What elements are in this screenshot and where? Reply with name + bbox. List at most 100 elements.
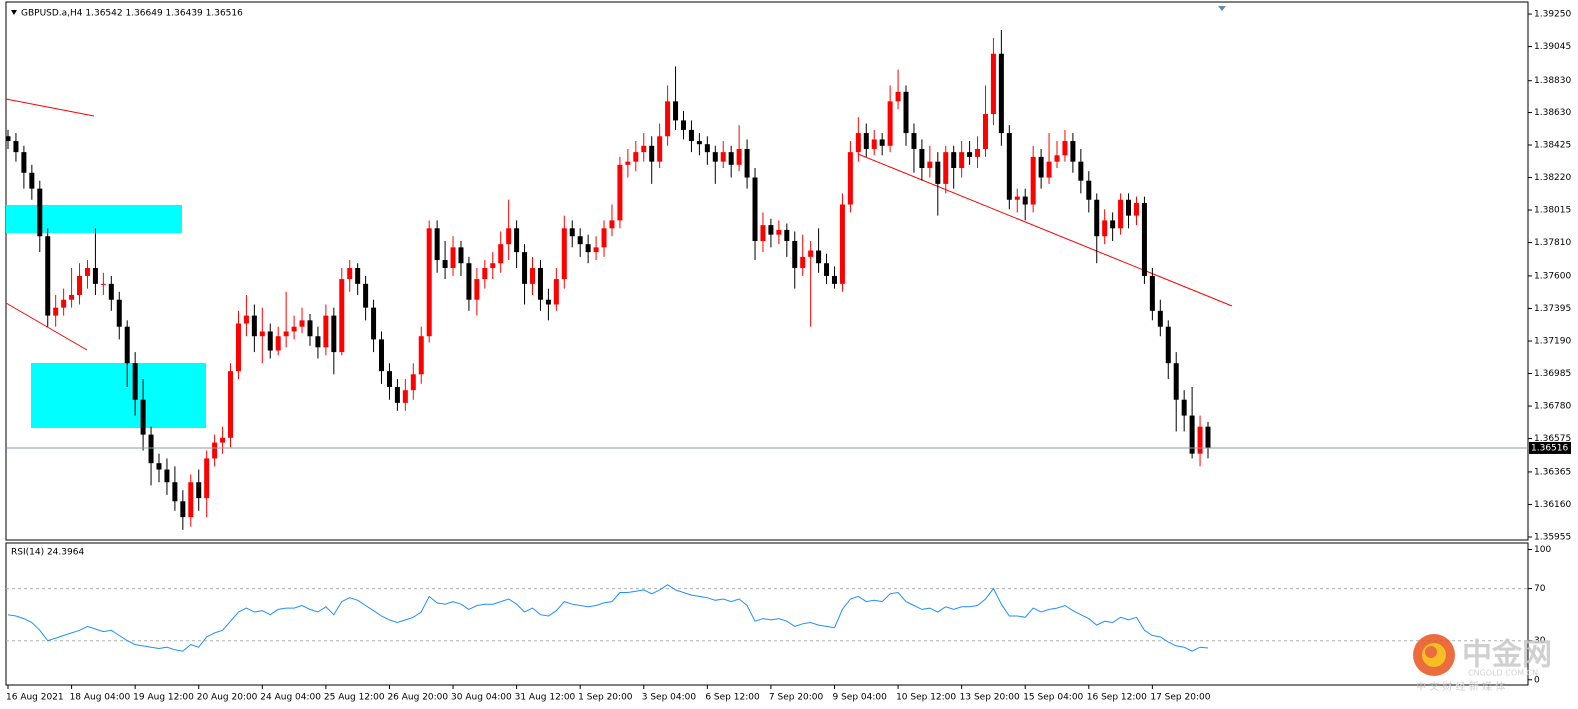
- candle-body: [434, 228, 440, 261]
- y-tick-label: 1.36780: [1534, 402, 1571, 412]
- x-tick-label: 16 Sep 12:00: [1087, 693, 1147, 703]
- candle-body: [522, 252, 528, 284]
- rsi-line: [7, 584, 1209, 652]
- candle-body: [792, 241, 798, 268]
- candle-body: [1014, 196, 1020, 200]
- candle-body: [959, 152, 965, 169]
- candle-body: [331, 315, 337, 353]
- candle-body: [29, 172, 35, 189]
- rsi-panel: [5, 542, 1529, 686]
- candle-body: [386, 371, 392, 388]
- candle-body: [259, 331, 265, 337]
- candle-body: [498, 244, 504, 264]
- candle-body: [1022, 196, 1028, 205]
- candle-body: [760, 225, 766, 242]
- candle-body: [394, 387, 400, 403]
- candle-body: [903, 91, 909, 134]
- candle-body: [458, 247, 464, 264]
- candle-body: [1141, 202, 1147, 276]
- candle-body: [188, 482, 194, 518]
- candle-body: [1118, 199, 1124, 229]
- candle-body: [895, 91, 901, 102]
- candle-body: [625, 161, 631, 165]
- candle-body: [418, 336, 424, 375]
- y-tick-label: 1.37600: [1534, 271, 1571, 281]
- x-tick-label: 19 Aug 12:00: [133, 693, 194, 703]
- x-tick-label: 20 Aug 20:00: [197, 693, 258, 703]
- candle-body: [132, 363, 138, 400]
- candle-body: [975, 148, 981, 157]
- x-tick-label: 6 Sep 12:00: [705, 693, 760, 703]
- candle-body: [1149, 275, 1155, 311]
- candle-body: [251, 315, 257, 337]
- candle-body: [577, 236, 583, 245]
- candle-body: [283, 331, 289, 337]
- candle-body: [967, 152, 973, 157]
- x-tick-label: 18 Aug 04:00: [70, 693, 131, 703]
- candle-body: [633, 152, 639, 162]
- candle-body: [442, 260, 448, 268]
- candle-body: [784, 229, 790, 242]
- candle-body: [108, 283, 114, 300]
- candle-body: [545, 299, 551, 305]
- y-tick-label: 1.39045: [1534, 42, 1571, 52]
- candle-body: [1165, 326, 1171, 364]
- candle-body: [315, 336, 321, 348]
- candle-body: [768, 225, 774, 235]
- candle-body: [172, 482, 178, 502]
- candle-body: [712, 152, 718, 162]
- candle-body: [1006, 133, 1012, 200]
- y-tick-label: 1.38015: [1534, 206, 1571, 216]
- candle-body: [943, 152, 949, 184]
- candle-body: [927, 161, 933, 169]
- price-box: [1529, 441, 1571, 454]
- plot: 1.39250 1.39045 1.38830 1.38630 1.38425 1.382…: [5, 10, 1571, 703]
- candle-body: [609, 220, 615, 229]
- candle-body: [77, 275, 83, 295]
- candle-body: [379, 339, 385, 372]
- candle-body: [673, 101, 679, 121]
- candle-body: [275, 336, 281, 351]
- candle-body: [37, 188, 43, 237]
- candle-body: [1046, 161, 1052, 178]
- candle-body: [816, 250, 822, 264]
- candle-body: [196, 482, 202, 499]
- y-tick-label: 1.37810: [1534, 238, 1571, 248]
- y-tick-label: 1.36160: [1534, 500, 1571, 510]
- candle-body: [371, 307, 377, 340]
- watermark-site: CNGOLD.COM.CN: [1468, 669, 1538, 678]
- candle-body: [657, 136, 663, 162]
- candle-body: [84, 267, 90, 276]
- candle-body: [1197, 426, 1203, 454]
- candle-body: [752, 177, 758, 242]
- candle-body: [1157, 310, 1163, 327]
- candle-body: [601, 228, 607, 248]
- x-tick-label: 16 Aug 2021: [6, 693, 64, 703]
- zone: [6, 205, 182, 233]
- candle-body: [100, 283, 106, 285]
- candle-body: [1094, 199, 1100, 237]
- candle-body: [736, 148, 742, 165]
- candle-body: [951, 152, 957, 169]
- candle-body: [5, 136, 11, 142]
- candle-body: [585, 244, 591, 253]
- candle-body: [1110, 220, 1116, 229]
- candle-body: [879, 139, 885, 146]
- candle-body: [1126, 199, 1132, 216]
- y-tick-label: 1.36575: [1534, 434, 1571, 444]
- rsi-tick-label: 0: [1534, 675, 1540, 685]
- candle-body: [243, 315, 249, 324]
- trend-line: [5, 98, 95, 117]
- x-tick-label: 13 Sep 20:00: [960, 693, 1020, 703]
- candle-body: [1070, 141, 1076, 162]
- candle-body: [299, 320, 305, 327]
- y-tick-label: 1.37190: [1534, 336, 1571, 346]
- candle-body: [1181, 399, 1187, 416]
- y-tick-label: 1.36985: [1534, 369, 1571, 379]
- candle-body: [530, 267, 536, 284]
- candle-body: [537, 267, 543, 300]
- candle-body: [482, 267, 488, 280]
- candle-body: [649, 145, 655, 162]
- candle-body: [53, 307, 59, 316]
